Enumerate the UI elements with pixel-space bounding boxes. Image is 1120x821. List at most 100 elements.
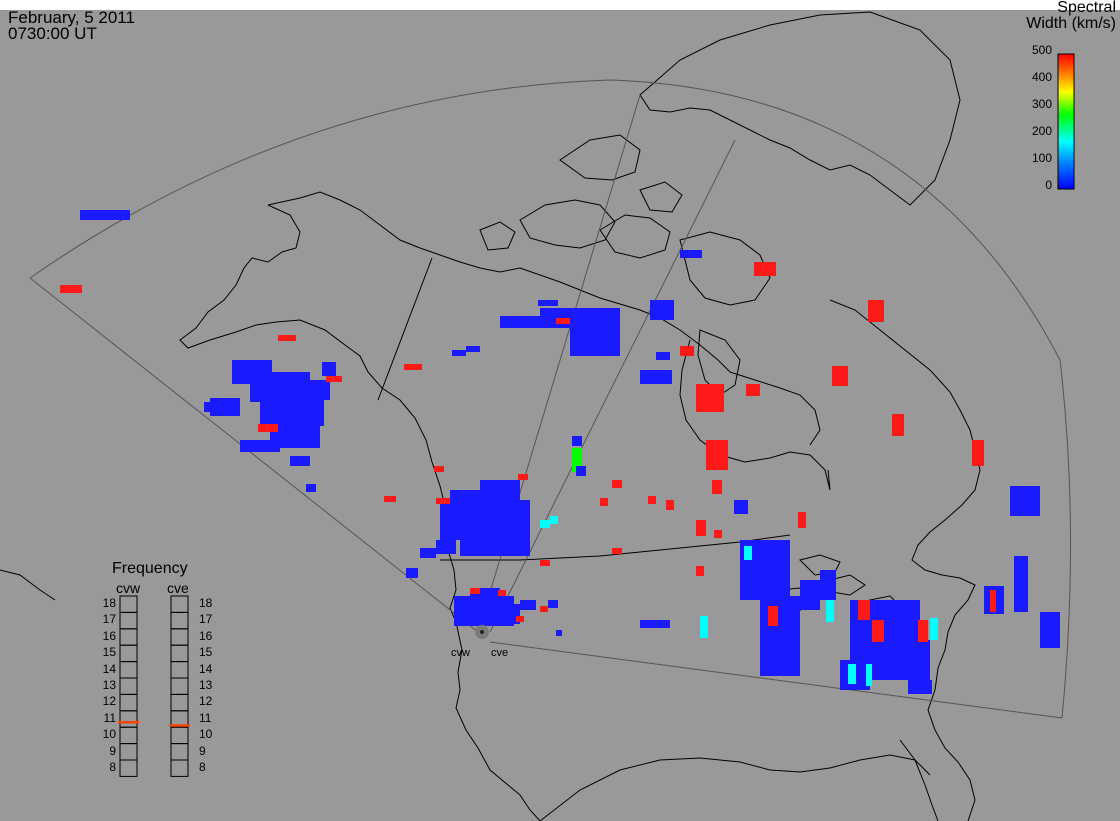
colorbar-tick: 100 xyxy=(1031,151,1052,165)
echo-cell xyxy=(500,604,520,624)
echo-cell xyxy=(680,250,702,258)
echo-cell xyxy=(434,466,444,472)
echo-cell xyxy=(832,366,848,386)
echo-cell xyxy=(540,308,620,322)
echo-cell xyxy=(572,436,582,446)
freq-scale-label: 9 xyxy=(199,743,206,758)
red-echo-cells xyxy=(60,262,996,642)
echo-cell xyxy=(666,500,674,510)
echo-cell xyxy=(420,548,436,558)
freq-scale-label: 16 xyxy=(102,628,116,643)
echo-cell xyxy=(538,300,558,306)
echo-cell xyxy=(498,590,506,596)
echo-cell xyxy=(892,414,904,436)
date-label: February, 5 2011 xyxy=(8,8,135,27)
colorbar-title-line1: Spectral xyxy=(1057,0,1116,16)
echo-cell xyxy=(600,498,608,506)
time-label: 0730:00 UT xyxy=(8,24,97,43)
echo-cell xyxy=(908,680,932,694)
echo-cell xyxy=(640,370,672,384)
freq-scale-label: 18 xyxy=(199,596,213,610)
freq-scale-label: 13 xyxy=(199,678,213,692)
freq-scale-label: 18 xyxy=(102,596,116,610)
echo-cell xyxy=(972,440,984,466)
colorbar-gradient xyxy=(1057,53,1075,190)
echo-cell xyxy=(648,496,656,504)
echo-cell xyxy=(820,570,836,600)
echo-cell xyxy=(384,496,396,502)
echo-cell xyxy=(700,616,708,638)
freq-scale-label: 9 xyxy=(109,743,116,758)
echo-cell xyxy=(930,618,938,640)
frequency-title: Frequency xyxy=(112,560,188,577)
freq-scale-label: 10 xyxy=(199,727,213,742)
colorbar-tick: 400 xyxy=(1031,70,1052,84)
echo-cell xyxy=(612,548,622,554)
freq-scale-label: 16 xyxy=(199,628,213,643)
echo-cell xyxy=(436,498,450,504)
echo-cell xyxy=(540,520,550,528)
echo-cell xyxy=(712,480,722,494)
echo-cell xyxy=(460,540,530,556)
echo-cell xyxy=(868,300,884,322)
echo-cell xyxy=(744,546,752,560)
echo-cell xyxy=(1010,486,1040,516)
freq-scale-label: 8 xyxy=(109,760,116,774)
echo-cell xyxy=(1040,612,1060,648)
echo-cell xyxy=(612,480,622,488)
echo-cell xyxy=(404,364,422,370)
echo-cell xyxy=(858,600,870,620)
freq-scale-label: 12 xyxy=(102,694,116,709)
echo-cell xyxy=(556,630,562,636)
echo-cell xyxy=(800,580,820,610)
echo-cell xyxy=(990,590,996,612)
borders xyxy=(377,257,791,561)
echo-cell xyxy=(520,600,536,610)
freq-scale-label: 11 xyxy=(199,710,212,725)
colorbar-tick: 200 xyxy=(1031,124,1052,138)
echo-cell xyxy=(680,346,694,356)
echo-cell xyxy=(696,384,724,412)
freq-scale-label: 10 xyxy=(102,727,116,742)
colorbar-title: Spectral Width (km/s) xyxy=(1026,0,1116,32)
echo-cell xyxy=(452,350,466,356)
echo-cell xyxy=(866,664,872,686)
echo-cell xyxy=(204,402,218,412)
freq-scale-label: 15 xyxy=(199,645,213,660)
echo-cell xyxy=(480,480,520,492)
top-band xyxy=(0,0,1120,10)
echo-cell xyxy=(258,424,278,432)
echo-cell xyxy=(440,500,530,540)
echo-cell xyxy=(734,500,748,514)
freq-scale-label: 17 xyxy=(199,612,213,627)
echo-cell xyxy=(768,606,778,626)
echo-cell xyxy=(466,346,480,352)
coastlines xyxy=(0,11,981,821)
echo-cell xyxy=(470,588,500,598)
echo-cell xyxy=(516,616,524,622)
echo-cell xyxy=(470,588,480,594)
echo-cell xyxy=(548,600,558,608)
timestamp-block: February, 5 2011 0730:00 UT xyxy=(8,8,135,43)
radar-fov-outline xyxy=(29,79,1072,719)
echo-cell xyxy=(240,440,280,452)
echo-cell xyxy=(556,318,570,324)
freq-scale-label: 11 xyxy=(103,710,116,725)
echo-cell xyxy=(518,474,528,480)
echo-cell xyxy=(406,568,418,578)
freq-radar-cvw: cvw xyxy=(116,580,141,596)
echo-cell xyxy=(278,335,296,341)
echo-cell xyxy=(656,352,670,360)
echo-cell xyxy=(436,540,456,554)
echo-cell xyxy=(826,600,834,622)
colorbar-title-line2: Width (km/s) xyxy=(1026,15,1116,32)
blue-echo-cells xyxy=(80,210,1060,694)
echo-cell xyxy=(322,362,336,376)
echo-cell xyxy=(80,210,130,220)
echo-cell xyxy=(326,376,342,382)
echo-cell xyxy=(60,285,82,293)
freq-scale-label: 15 xyxy=(102,645,116,660)
echo-cell xyxy=(696,520,706,536)
echo-cell xyxy=(600,330,620,356)
